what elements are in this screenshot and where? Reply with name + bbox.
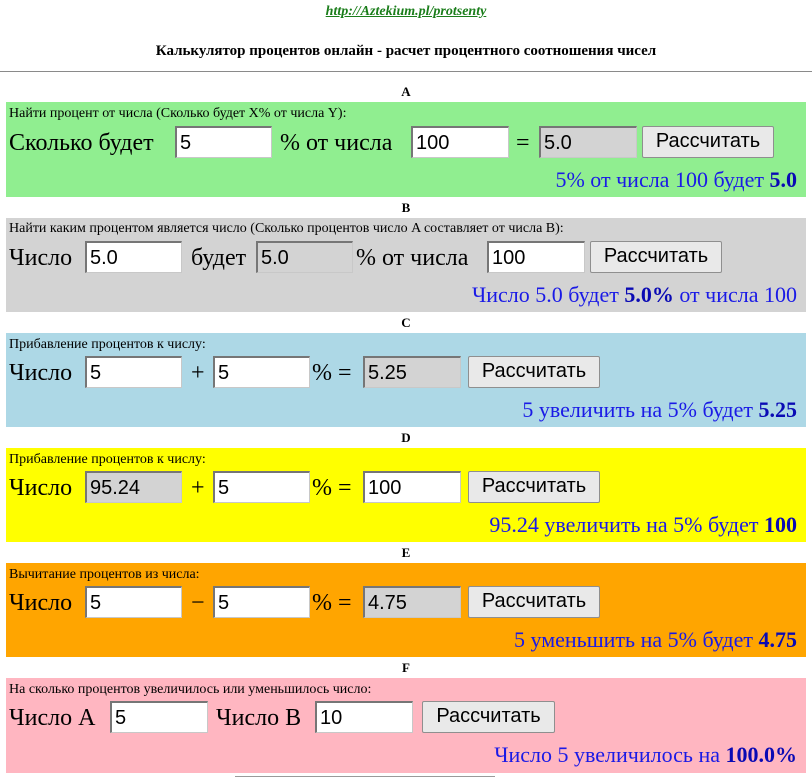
section-a-output: 5.0 bbox=[539, 126, 637, 158]
section-a-percent-input[interactable]: 5 bbox=[175, 126, 272, 158]
section-e: Вычитание процентов из числа: Число 5 − … bbox=[6, 563, 806, 657]
section-b-calculate-button[interactable]: Рассчитать bbox=[590, 241, 722, 273]
section-e-number-input[interactable]: 5 bbox=[85, 586, 182, 618]
section-e-label-number: Число bbox=[9, 590, 73, 616]
section-c-label-number: Число bbox=[9, 360, 73, 386]
section-a-calculate-button[interactable]: Рассчитать bbox=[642, 126, 774, 158]
site-link[interactable]: http://Aztekium.pl/protsenty bbox=[325, 4, 487, 19]
section-a-label-how-much: Сколько будет bbox=[9, 130, 154, 156]
section-b-label-of-number: % от числа bbox=[356, 245, 469, 271]
section-d: Прибавление процентов к числу: Число 95.… bbox=[6, 448, 806, 542]
section-b-label-will-be: будет bbox=[191, 245, 247, 271]
section-b-label-number: Число bbox=[9, 245, 73, 271]
section-c-percent-equals: % = bbox=[312, 360, 352, 386]
section-d-total-input[interactable]: 100 bbox=[363, 471, 461, 503]
section-a-description: Найти процент от числа (Сколько будет X%… bbox=[9, 106, 347, 121]
section-f-label-number-b: Число B bbox=[216, 705, 302, 731]
section-f: На сколько процентов увеличилось или уме… bbox=[6, 678, 806, 773]
section-a-result: 5% от числа 100 будет 5.0 bbox=[555, 167, 797, 192]
section-c: Прибавление процентов к числу: Число 5 +… bbox=[6, 333, 806, 427]
section-e-minus: − bbox=[191, 590, 205, 616]
header-divider bbox=[0, 71, 812, 72]
section-d-calculate-button[interactable]: Рассчитать bbox=[468, 471, 600, 503]
section-f-number-a-input[interactable]: 5 bbox=[110, 701, 208, 733]
section-d-label-number: Число bbox=[9, 475, 73, 501]
section-b-output: 5.0 bbox=[256, 241, 353, 273]
section-f-label-number-a: Число A bbox=[9, 705, 96, 731]
section-c-plus: + bbox=[191, 360, 205, 386]
section-a-label-of-number: % от числа bbox=[280, 130, 393, 156]
section-e-result: 5 уменьшить на 5% будет 4.75 bbox=[514, 627, 797, 652]
section-b: Найти каким процентом является число (Ск… bbox=[6, 218, 806, 312]
section-b-result: Число 5.0 будет 5.0% от числа 100 bbox=[471, 282, 797, 307]
section-a-number-input[interactable]: 100 bbox=[411, 126, 509, 158]
section-e-output: 4.75 bbox=[363, 586, 461, 618]
section-c-letter: C bbox=[401, 315, 411, 330]
section-b-total-input[interactable]: 100 bbox=[487, 241, 585, 273]
section-a: Найти процент от числа (Сколько будет X%… bbox=[6, 102, 806, 197]
section-f-result: Число 5 увеличилось на 100.0% bbox=[494, 742, 797, 767]
section-c-result: 5 увеличить на 5% будет 5.25 bbox=[522, 397, 797, 422]
section-a-equals: = bbox=[516, 130, 530, 156]
section-f-number-b-input[interactable]: 10 bbox=[315, 701, 413, 733]
section-c-calculate-button[interactable]: Рассчитать bbox=[468, 356, 600, 388]
page-title: Калькулятор процентов онлайн - расчет пр… bbox=[155, 43, 657, 59]
section-f-description: На сколько процентов увеличилось или уме… bbox=[9, 682, 372, 697]
section-d-result: 95.24 увеличить на 5% будет 100 bbox=[489, 512, 797, 537]
section-e-calculate-button[interactable]: Рассчитать bbox=[468, 586, 600, 618]
section-d-letter: D bbox=[401, 430, 411, 445]
section-b-letter: B bbox=[401, 200, 411, 215]
section-e-letter: E bbox=[401, 545, 411, 560]
section-d-percent-equals: % = bbox=[312, 475, 352, 501]
section-b-description: Найти каким процентом является число (Ск… bbox=[9, 221, 564, 236]
section-f-letter: F bbox=[402, 660, 410, 675]
section-d-output: 95.24 bbox=[85, 471, 182, 503]
section-f-calculate-button[interactable]: Рассчитать bbox=[422, 701, 555, 733]
section-d-plus: + bbox=[191, 475, 205, 501]
section-b-number-input[interactable]: 5.0 bbox=[85, 241, 182, 273]
section-c-number-input[interactable]: 5 bbox=[85, 356, 182, 388]
section-c-output: 5.25 bbox=[363, 356, 461, 388]
section-e-percent-equals: % = bbox=[312, 590, 352, 616]
section-a-letter: A bbox=[401, 84, 411, 99]
section-c-description: Прибавление процентов к числу: bbox=[9, 337, 206, 352]
section-e-percent-input[interactable]: 5 bbox=[213, 586, 310, 618]
section-d-percent-input[interactable]: 5 bbox=[213, 471, 310, 503]
section-e-description: Вычитание процентов из числа: bbox=[9, 567, 200, 582]
section-d-description: Прибавление процентов к числу: bbox=[9, 452, 206, 467]
section-c-percent-input[interactable]: 5 bbox=[213, 356, 310, 388]
